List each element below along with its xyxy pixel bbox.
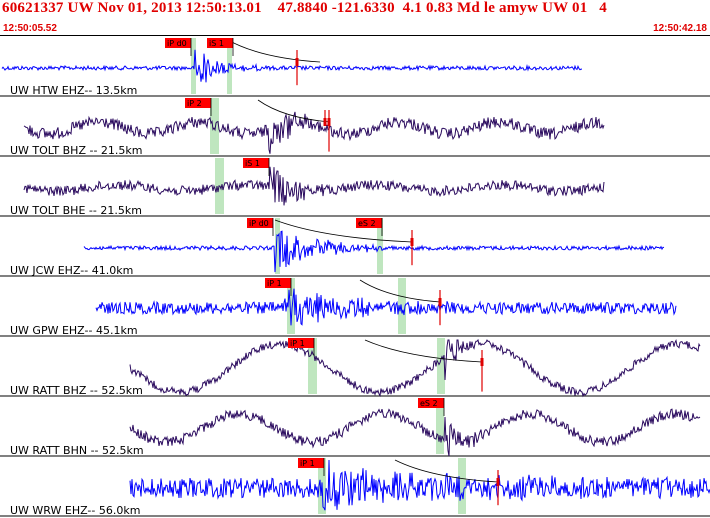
pick-window-bar (398, 278, 406, 334)
pick-label-text: iP 2 (187, 99, 202, 108)
pick-window-bar (436, 398, 444, 454)
pick-window-bar (287, 278, 295, 334)
pick-label-box (265, 278, 291, 288)
pick-label-box (418, 398, 444, 408)
arrival-curve (227, 39, 321, 63)
pick-label-text: iP 1 (290, 339, 305, 348)
pick-label[interactable]: eS 2 (418, 398, 445, 416)
pick-label-box (247, 218, 273, 228)
amplitude-marker-tick (323, 118, 327, 126)
pick-label-text: iP d0 (249, 219, 269, 228)
pick-label-text: iS 1 (245, 159, 260, 168)
pick-label[interactable]: iP 1 (265, 278, 292, 296)
pick-label[interactable]: eS 2 (356, 218, 383, 236)
pick-label-text: eS 2 (358, 219, 376, 228)
arrival-curve (394, 459, 499, 483)
pick-label-box (288, 338, 314, 348)
pick-label-text: iP d0 (167, 39, 187, 48)
station-label: UW GPW EHZ-- 45.1km (10, 324, 138, 337)
pick-label[interactable]: iP d0 (247, 218, 274, 236)
station-label: UW HTW EHZ-- 13.5km (10, 84, 137, 97)
station-label: UW TOLT BHZ -- 21.5km (10, 144, 143, 157)
pick-label-box (243, 158, 269, 168)
pick-label-text: iP 1 (267, 279, 282, 288)
pick-label-text: iS 1 (209, 39, 224, 48)
pick-label[interactable]: iS 1 (243, 158, 270, 176)
amplitude-marker-tick (496, 478, 500, 486)
pick-label[interactable]: iP d0 (165, 38, 192, 56)
station-label: UW TOLT BHE -- 21.5km (10, 204, 142, 217)
station-label: UW WRW EHZ-- 56.0km (10, 504, 140, 517)
end-time: 12:50:42.18 (653, 23, 707, 34)
waveform-trace[interactable] (1, 49, 582, 83)
station-label: UW RATT BHZ -- 52.5km (10, 384, 143, 397)
waveform-trace[interactable] (95, 288, 677, 326)
pick-window-bar (308, 338, 317, 394)
waveform-trace[interactable] (23, 111, 605, 154)
start-time: 12:50:05.52 (3, 23, 57, 34)
pick-label-box (207, 38, 233, 48)
pick-label[interactable]: iP 2 (185, 98, 212, 116)
pick-label-text: iP 1 (300, 459, 315, 468)
amplitude-marker-tick (295, 58, 299, 66)
trace-panel: iP d0 iS 1 iP 2 iS 1 iP d0 eS 2 iP 1 iP 1 eS 2 iP… (0, 38, 710, 517)
arrival-curve (274, 219, 413, 243)
header-divider (0, 35, 710, 36)
pick-label[interactable]: iP 1 (298, 458, 325, 476)
pick-label-box (298, 458, 324, 468)
pick-window-bar (275, 218, 280, 274)
amplitude-marker-tick (327, 118, 331, 126)
amplitude-marker-tick (410, 238, 414, 246)
waveform-trace[interactable] (129, 408, 701, 457)
pick-label-box (165, 38, 191, 48)
amplitude-marker-tick (438, 298, 442, 306)
pick-window-bar (210, 98, 219, 154)
pick-label-box (356, 218, 382, 228)
waveform-trace[interactable] (83, 230, 665, 273)
arrival-curve (257, 99, 331, 123)
pick-window-bar (458, 458, 466, 514)
pick-label-text: eS 2 (420, 399, 438, 408)
pick-window-bar (191, 38, 196, 94)
arrival-curve (359, 279, 441, 303)
event-title: 60621337 UW Nov 01, 2013 12:50:13.01 47.… (2, 0, 607, 16)
pick-label-box (185, 98, 211, 108)
station-label: UW RATT BHN -- 52.5km (10, 444, 144, 457)
pick-label[interactable]: iS 1 (207, 38, 234, 56)
arrival-curve (364, 339, 483, 363)
pick-label[interactable]: iP 1 (288, 338, 315, 356)
pick-window-bar (437, 338, 445, 394)
amplitude-marker-tick (480, 358, 484, 366)
waveform-trace[interactable] (23, 166, 605, 206)
waveform-trace[interactable] (129, 459, 710, 511)
station-label: UW JCW EHZ-- 41.0km (10, 264, 133, 277)
pick-window-bar (227, 38, 232, 94)
waveform-trace[interactable] (129, 338, 701, 398)
